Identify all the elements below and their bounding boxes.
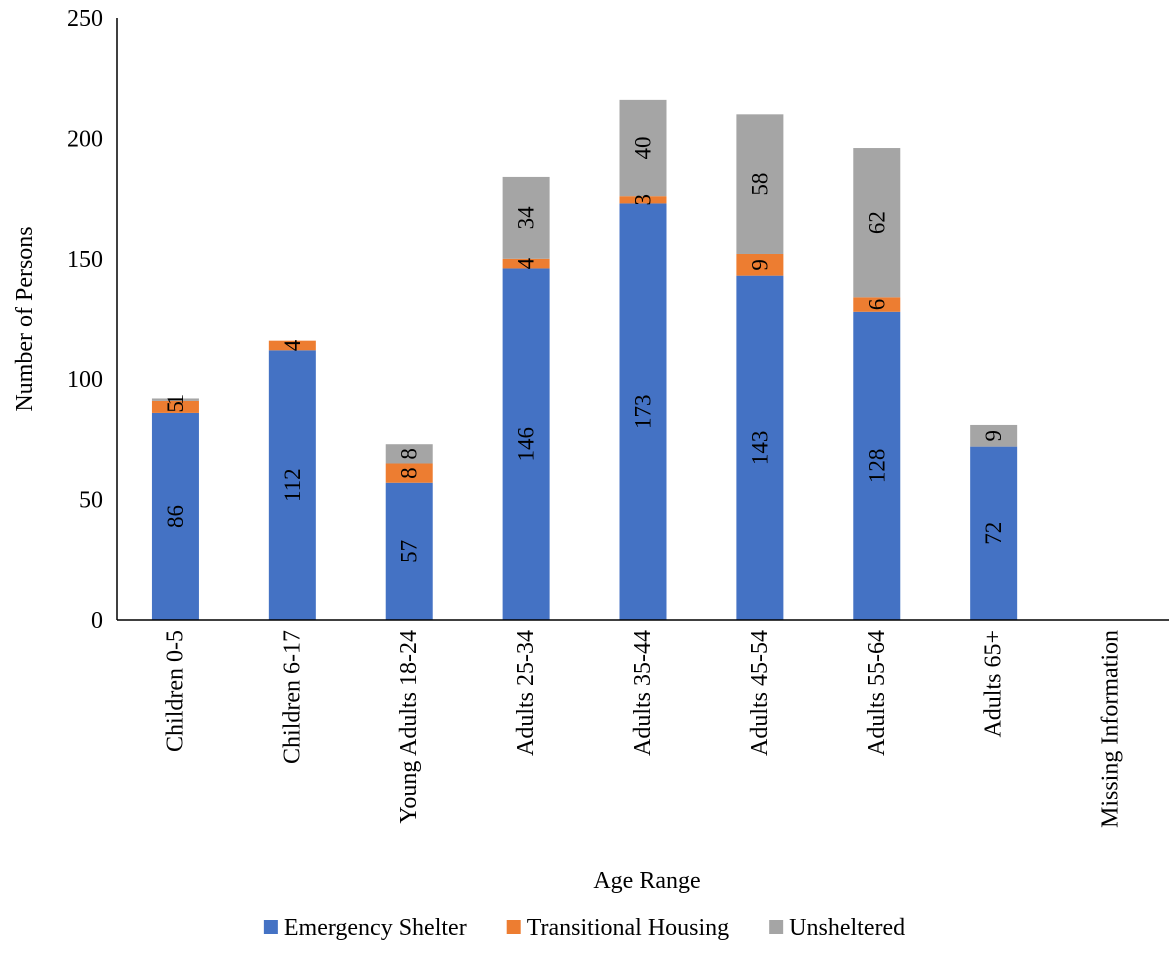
legend-item: Transitional Housing (506, 915, 729, 941)
data-label: 5 (163, 401, 188, 413)
bar-segment (970, 446, 1018, 620)
y-tick-label: 0 (91, 608, 103, 634)
data-label: 86 (163, 505, 188, 528)
bar-segment (736, 114, 784, 254)
legend-swatch (506, 920, 521, 934)
y-tick-labels: 0 50 100 150 200 250 (67, 6, 103, 634)
data-label: 72 (981, 522, 1006, 545)
bar-segment (151, 400, 199, 413)
x-category-label: Young Adults 18-24 (396, 630, 422, 824)
bar-segment (970, 424, 1018, 447)
legend-label: Unsheltered (789, 915, 905, 941)
data-label: 146 (514, 427, 539, 462)
data-labels-layer: 86 51 112 4 57 8 8 146 4 34 173 3 40 143 9 58 128 6 62 72 9 (163, 137, 1006, 563)
bar-segment (385, 444, 433, 464)
bar-segment (619, 203, 667, 620)
legend-item: Emergency Shelter (263, 915, 467, 941)
x-category-label: Adults 65+ (981, 630, 1007, 738)
bar-segment (502, 176, 550, 259)
y-tick-label: 100 (67, 367, 103, 393)
data-label: 1 (163, 394, 188, 406)
data-label: 128 (864, 449, 889, 484)
legend-item: Unsheltered (769, 915, 905, 941)
data-label: 173 (631, 394, 656, 429)
bar-segment (385, 463, 433, 483)
bar-segment (502, 268, 550, 620)
data-label: 9 (981, 430, 1006, 442)
bar-segment (619, 196, 667, 204)
y-tick-label: 50 (79, 488, 103, 514)
legend-label: Emergency Shelter (284, 915, 467, 941)
bar-segment (736, 253, 784, 276)
data-label: 4 (280, 339, 305, 351)
data-label: 58 (747, 173, 772, 196)
x-category-label: Missing Information (1098, 630, 1124, 828)
y-tick-label: 200 (67, 126, 103, 152)
bar-segment (853, 297, 901, 312)
data-label: 143 (747, 431, 772, 466)
x-category-label: Children 6-17 (279, 630, 305, 764)
legend-swatch (263, 920, 278, 934)
x-category-labels: Children 0-5 Children 6-17 Young Adults 18… (162, 630, 1123, 828)
y-axis-title: Number of Persons (12, 226, 38, 411)
data-label: 40 (631, 137, 656, 160)
y-tick-label: 150 (67, 247, 103, 273)
bar-segment (268, 340, 316, 351)
bar-segment (853, 148, 901, 298)
bar-segment (151, 412, 199, 620)
y-tick-label: 250 (67, 6, 103, 32)
x-category-label: Adults 35-44 (630, 630, 656, 756)
bars-layer (151, 99, 1018, 620)
bar-segment (151, 398, 199, 401)
x-axis-title: Age Range (593, 868, 700, 894)
data-label: 9 (747, 259, 772, 271)
data-label: 112 (280, 468, 305, 502)
data-label: 57 (397, 540, 422, 563)
bar-segment (736, 275, 784, 620)
data-label: 6 (864, 299, 889, 311)
data-label: 8 (397, 448, 422, 460)
data-label: 4 (514, 257, 539, 269)
x-category-label: Children 0-5 (162, 630, 188, 752)
data-label: 62 (864, 211, 889, 234)
data-label: 8 (397, 467, 422, 479)
data-label: 34 (514, 206, 539, 230)
legend-swatch (769, 920, 784, 934)
x-category-label: Adults 45-54 (747, 630, 773, 756)
bar-segment (268, 350, 316, 620)
bar-segment (619, 99, 667, 197)
x-category-label: Adults 55-64 (864, 630, 890, 756)
bar-segment (502, 258, 550, 269)
bar-segment (853, 311, 901, 620)
bar-segment (385, 482, 433, 620)
legend-label: Transitional Housing (527, 915, 729, 941)
data-label: 3 (631, 194, 656, 206)
x-category-label: Adults 25-34 (513, 630, 539, 756)
legend: Emergency Shelter Transitional Housing Uns… (263, 915, 905, 941)
